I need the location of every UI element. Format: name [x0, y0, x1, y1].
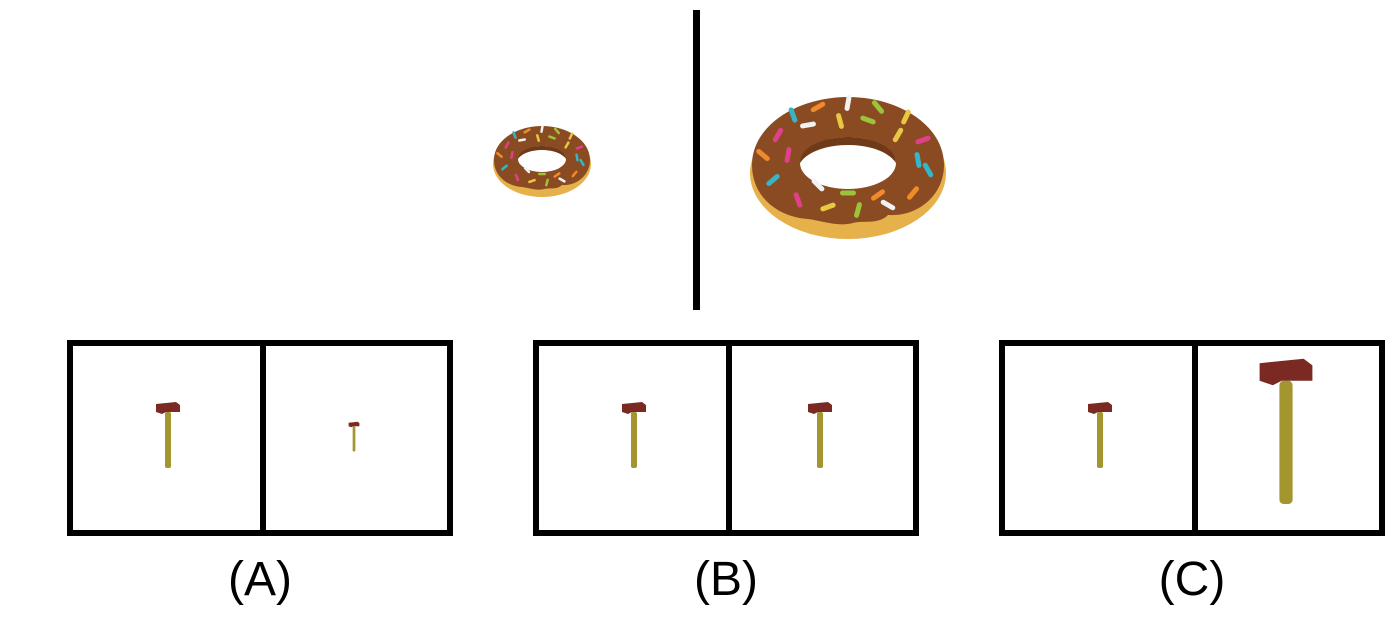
donut-sprinkle [564, 141, 570, 149]
option-a-right-cell [266, 346, 447, 530]
donut-sprinkle [800, 121, 816, 129]
panel-divider [1192, 346, 1198, 530]
donut-sprinkle [538, 172, 546, 176]
small-donut [493, 125, 591, 197]
hammer-icon [156, 402, 180, 468]
hammer-head [156, 402, 180, 414]
donut-sprinkle [756, 148, 770, 162]
donut-sprinkle [788, 107, 798, 123]
hammer-handle [817, 412, 823, 468]
donut-sprinkle [901, 109, 911, 125]
donut-hole-shadow [518, 146, 566, 159]
donut-sprinkle [880, 199, 896, 211]
donut-sprinkle [844, 95, 852, 111]
donut-sprinkle [553, 172, 561, 178]
hammer-icon [1259, 358, 1313, 504]
donut-sprinkle [772, 127, 784, 143]
donut-hole-shadow [800, 137, 896, 163]
donut-sprinkle [922, 162, 934, 178]
donut-sprinkle [523, 166, 531, 174]
donut-sprinkle [793, 192, 803, 208]
option-b-label[interactable]: (B) [694, 553, 758, 606]
donut-sprinkle [575, 145, 584, 150]
donut-sprinkle [579, 158, 585, 167]
hammer-icon [808, 402, 832, 468]
hammer-icon [622, 402, 646, 468]
hammer-head [1088, 402, 1112, 414]
donut-sprinkle [496, 151, 503, 159]
donut-sprinkle [906, 186, 920, 200]
donut-sprinkle [536, 134, 540, 142]
donut-sprinkle [914, 152, 922, 168]
donut-sprinkle [840, 190, 856, 196]
hammer-handle [631, 412, 637, 468]
option-b-right-cell [732, 346, 913, 530]
donut-sprinkle [528, 178, 536, 184]
donut-sprinkle [854, 202, 862, 218]
donut-sprinkle [523, 128, 531, 134]
donut-sprinkle [766, 173, 780, 187]
hammer-handle [1279, 380, 1293, 504]
donut-sprinkle [571, 170, 578, 178]
hammer-head [622, 402, 646, 414]
option-b-left-cell [539, 346, 726, 530]
donut-sprinkle [545, 178, 549, 187]
donut-sprinkle [870, 189, 886, 201]
donut-sprinkle [811, 178, 825, 192]
donut-sprinkle [836, 113, 844, 129]
panel-divider [726, 346, 732, 530]
option-a-panel[interactable] [67, 340, 453, 536]
donut-sprinkle [892, 127, 904, 143]
hammer-head [808, 402, 832, 414]
donut-sprinkle [915, 135, 931, 145]
donut-sprinkle [518, 138, 526, 142]
donut-sprinkle [504, 141, 510, 149]
donut-sprinkle [510, 151, 514, 159]
hammer-head [348, 421, 360, 428]
donut-sprinkle [784, 147, 792, 163]
donut-hole [800, 137, 896, 189]
donut-sprinkle [548, 135, 556, 140]
hammer-icon [348, 421, 360, 452]
option-c-left-cell [1005, 346, 1192, 530]
option-c-panel[interactable] [999, 340, 1385, 536]
hammer-handle [352, 426, 356, 452]
donut-sprinkle [540, 125, 544, 133]
donut-sprinkle [568, 132, 574, 140]
donut-sprinkle [514, 173, 520, 182]
donut-sprinkle [871, 100, 885, 114]
hammer-head [1259, 358, 1313, 386]
donut-sprinkle [512, 131, 517, 139]
donut-sprinkle [558, 177, 566, 183]
donut-sprinkle [810, 101, 826, 113]
donut-hole [518, 146, 566, 172]
reference-divider [693, 10, 700, 310]
donut-sprinkle [820, 202, 836, 212]
donut-sprinkle [860, 115, 876, 125]
hammer-handle [165, 412, 171, 468]
panel-divider [260, 346, 266, 530]
option-a-left-cell [73, 346, 260, 530]
donut-sprinkle [575, 153, 579, 162]
donut-sprinkle [553, 127, 561, 135]
large-donut [750, 95, 946, 239]
hammer-handle [1097, 412, 1103, 468]
donut-sprinkle [501, 164, 508, 171]
option-c-right-cell [1198, 346, 1379, 530]
option-c-label[interactable]: (C) [1158, 553, 1226, 606]
hammer-icon [1088, 402, 1112, 468]
option-b-panel[interactable] [533, 340, 919, 536]
option-a-label[interactable]: (A) [228, 553, 292, 606]
